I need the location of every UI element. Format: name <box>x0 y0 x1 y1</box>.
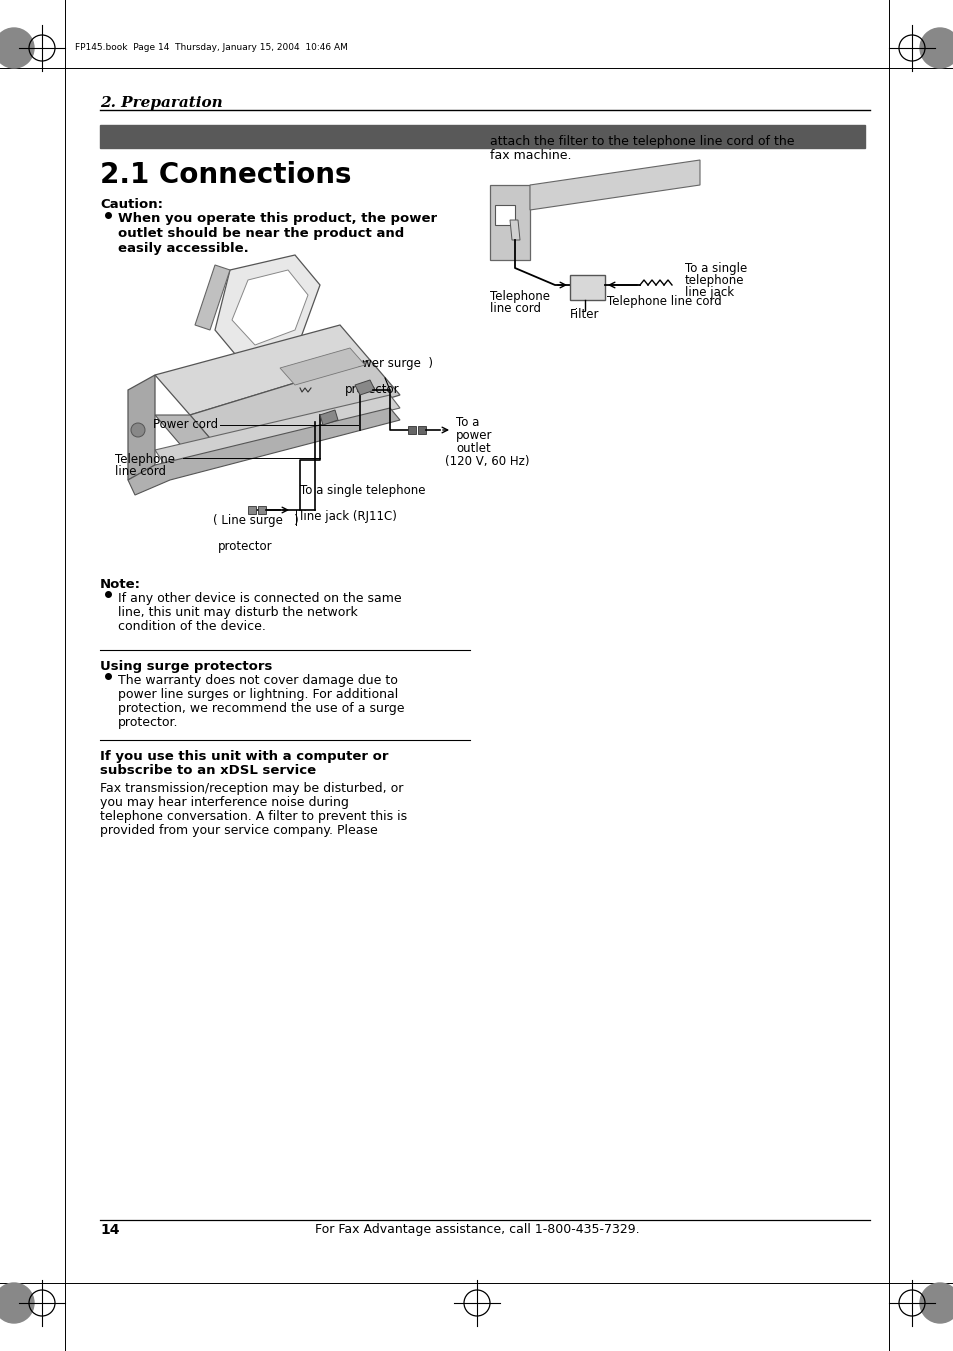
Text: Using surge protectors: Using surge protectors <box>100 661 273 673</box>
Text: line, this unit may disturb the network: line, this unit may disturb the network <box>118 607 357 619</box>
Text: ( Power surge  ): ( Power surge ) <box>339 357 433 370</box>
Polygon shape <box>154 326 370 415</box>
Polygon shape <box>319 409 337 426</box>
Text: Fax transmission/reception may be disturbed, or: Fax transmission/reception may be distur… <box>100 782 403 794</box>
Text: line jack: line jack <box>684 286 734 299</box>
Circle shape <box>0 1283 34 1323</box>
Text: To a single telephone: To a single telephone <box>299 484 425 497</box>
Text: To a: To a <box>456 416 478 430</box>
Text: easily accessible.: easily accessible. <box>118 242 249 255</box>
Text: line cord: line cord <box>490 303 540 315</box>
Polygon shape <box>232 270 308 345</box>
Text: protector: protector <box>345 382 399 396</box>
Text: subscribe to an xDSL service: subscribe to an xDSL service <box>100 765 315 777</box>
Polygon shape <box>495 205 515 226</box>
Text: Caution:: Caution: <box>100 199 163 211</box>
Text: For Fax Advantage assistance, call 1-800-435-7329.: For Fax Advantage assistance, call 1-800… <box>314 1224 639 1236</box>
Polygon shape <box>154 415 220 450</box>
Text: ( Line surge   ): ( Line surge ) <box>213 513 298 527</box>
Text: attach the filter to the telephone line cord of the: attach the filter to the telephone line … <box>490 135 794 149</box>
Text: condition of the device.: condition of the device. <box>118 620 266 634</box>
Text: outlet should be near the product and: outlet should be near the product and <box>118 227 404 240</box>
Text: Filter: Filter <box>570 308 599 322</box>
Polygon shape <box>280 349 365 385</box>
Polygon shape <box>408 426 416 434</box>
Text: (120 V, 60 Hz): (120 V, 60 Hz) <box>444 455 529 467</box>
Text: protection, we recommend the use of a surge: protection, we recommend the use of a su… <box>118 703 404 715</box>
Text: protector: protector <box>218 540 273 553</box>
Polygon shape <box>194 265 230 330</box>
Text: If you use this unit with a computer or: If you use this unit with a computer or <box>100 750 388 763</box>
Polygon shape <box>530 159 700 209</box>
Circle shape <box>0 28 34 68</box>
Text: Telephone: Telephone <box>115 453 174 466</box>
Text: power line surges or lightning. For additional: power line surges or lightning. For addi… <box>118 688 397 701</box>
Text: When you operate this product, the power: When you operate this product, the power <box>118 212 436 226</box>
Text: telephone: telephone <box>684 274 743 286</box>
Text: Power cord: Power cord <box>152 419 218 431</box>
Text: outlet: outlet <box>456 442 490 455</box>
Text: FP145.book  Page 14  Thursday, January 15, 2004  10:46 AM: FP145.book Page 14 Thursday, January 15,… <box>75 43 348 53</box>
Text: power: power <box>456 430 492 442</box>
Polygon shape <box>154 394 399 465</box>
Text: If any other device is connected on the same: If any other device is connected on the … <box>118 592 401 605</box>
Text: 2. Preparation: 2. Preparation <box>100 96 222 109</box>
Polygon shape <box>257 507 266 513</box>
Bar <box>100 126 864 149</box>
Circle shape <box>131 423 145 436</box>
Polygon shape <box>417 426 426 434</box>
Text: Note:: Note: <box>100 578 141 590</box>
Text: provided from your service company. Please: provided from your service company. Plea… <box>100 824 377 838</box>
Text: line jack (RJ11C): line jack (RJ11C) <box>299 509 396 523</box>
Polygon shape <box>248 507 255 513</box>
Polygon shape <box>190 359 399 450</box>
Polygon shape <box>128 376 154 480</box>
Polygon shape <box>490 185 530 259</box>
Text: To a single: To a single <box>684 262 746 276</box>
Polygon shape <box>510 220 519 240</box>
Text: Telephone: Telephone <box>490 290 550 303</box>
Text: The warranty does not cover damage due to: The warranty does not cover damage due t… <box>118 674 397 688</box>
Text: 14: 14 <box>100 1223 119 1238</box>
Text: Telephone line cord: Telephone line cord <box>606 295 721 308</box>
Polygon shape <box>214 255 319 359</box>
Text: you may hear interference noise during: you may hear interference noise during <box>100 796 349 809</box>
Text: protector.: protector. <box>118 716 178 730</box>
Circle shape <box>919 28 953 68</box>
Polygon shape <box>355 380 375 394</box>
Text: telephone conversation. A filter to prevent this is: telephone conversation. A filter to prev… <box>100 811 407 823</box>
Polygon shape <box>128 408 399 494</box>
Text: 2.1 Connections: 2.1 Connections <box>100 161 351 189</box>
Text: line cord: line cord <box>115 465 166 478</box>
Polygon shape <box>569 276 604 300</box>
Text: fax machine.: fax machine. <box>490 149 571 162</box>
Circle shape <box>919 1283 953 1323</box>
